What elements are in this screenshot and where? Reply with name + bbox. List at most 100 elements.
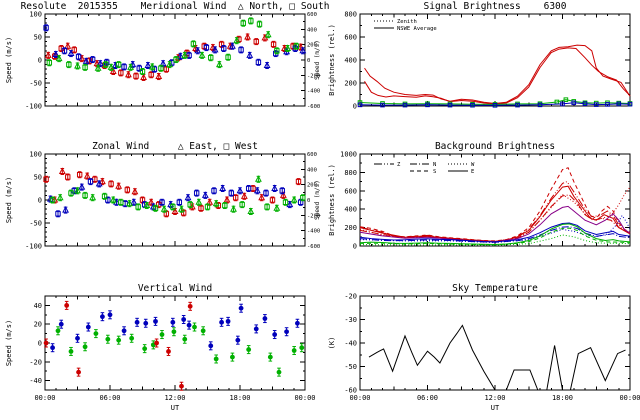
data-point-triangle — [264, 30, 272, 38]
data-point-triangle — [96, 59, 104, 67]
data-point-triangle — [83, 171, 91, 179]
data-point-square — [248, 18, 254, 24]
plot-frame — [359, 295, 631, 391]
series-red-N — [359, 194, 631, 243]
y-tick-label: 20 — [34, 321, 42, 329]
data-point-circle — [76, 369, 81, 375]
data-point-square — [49, 197, 56, 203]
series-green-W — [359, 234, 631, 246]
y2-axis-label: Speed (m/s) — [314, 180, 321, 220]
data-point-circle — [58, 321, 64, 327]
legend-label: W — [471, 162, 475, 168]
data-point-circle — [272, 332, 278, 337]
panel-signal-brightness: Signal Brightness 6300 0 200 400 600 800 Brigh… — [328, 1, 633, 111]
y2-tick-label: 600 — [307, 152, 317, 158]
data-point-square — [115, 61, 122, 68]
series-blue-E — [359, 222, 631, 243]
panel-vertical-wind: Vertical Wind 00:00 06:00 12:00 18:00 00:00 UT… — [5, 283, 316, 412]
data-point-square — [269, 197, 276, 203]
data-point-square — [159, 199, 165, 206]
data-point-triangle — [286, 200, 294, 208]
y-axis-label: (K) — [328, 337, 336, 350]
data-point-circle — [182, 336, 188, 342]
data-point-circle — [187, 303, 193, 309]
data-point-square — [187, 201, 193, 208]
data-point-square — [61, 48, 68, 54]
data-point — [357, 100, 363, 105]
data-point-triangle — [52, 50, 60, 57]
data-point-circle — [219, 319, 224, 325]
legend-label: E — [471, 169, 474, 175]
legend-label: NSWE Average — [397, 26, 437, 32]
data-point-square — [225, 54, 231, 60]
data-point-circle — [153, 318, 158, 324]
data-point-circle — [208, 343, 214, 349]
data-point-circle — [166, 349, 171, 354]
data-point-triangle — [144, 61, 152, 69]
data-point-square — [232, 195, 239, 201]
x-axis-label: UT — [491, 404, 500, 412]
data-point-triangle — [178, 205, 185, 212]
y-axis-label: Brightness (rel.) — [328, 164, 336, 236]
data-point-square — [108, 181, 114, 187]
data-point-square — [152, 205, 159, 211]
y-tick-label: -20 — [29, 358, 42, 366]
data-point-triangle — [166, 60, 174, 68]
y2-tick-label: 200 — [307, 183, 317, 189]
data-point-triangle — [244, 32, 252, 40]
data-point-square — [203, 44, 210, 51]
data-point-square — [43, 25, 49, 31]
data-point — [537, 102, 543, 108]
data-point-square — [293, 43, 300, 49]
series-purple-avg — [359, 205, 631, 243]
y-tick-label: 800 — [344, 11, 357, 19]
data-point-circle — [179, 383, 184, 389]
data-point-square — [118, 70, 124, 76]
x-tick-label: 18:00 — [552, 394, 573, 402]
data-point-triangle — [247, 207, 255, 214]
data-point-square — [46, 60, 53, 66]
data-point-triangle — [131, 187, 139, 195]
data-point-square — [135, 204, 141, 210]
data-point-square — [55, 211, 61, 217]
y-tick-label: 200 — [344, 80, 357, 88]
y-tick-label: 1000 — [340, 151, 357, 159]
data-point-square — [148, 72, 154, 78]
y2-tick-label: -600 — [307, 104, 320, 110]
data-point-triangle — [176, 52, 184, 59]
data-point-square — [211, 188, 217, 194]
data-point-circle — [134, 319, 140, 325]
data-point-triangle — [263, 61, 271, 69]
x-tick-label: 12:00 — [484, 394, 505, 402]
data-point-triangle — [94, 64, 102, 71]
data-point-triangle — [74, 186, 81, 194]
y2-tick-label: 400 — [307, 27, 317, 33]
y2-tick-label: -200 — [307, 213, 320, 219]
data-point-triangle — [279, 191, 287, 198]
data-point-square — [295, 178, 302, 185]
series-zenith-green — [359, 99, 631, 105]
data-point-circle — [64, 303, 70, 308]
data-point-circle — [107, 312, 113, 318]
data-point-square — [76, 172, 83, 178]
panel-background-brightness: Background Brightness 0 200 400 600 800 1000 Br… — [328, 141, 631, 251]
data-point-triangle — [107, 63, 115, 70]
y2-tick-label: -400 — [307, 89, 320, 95]
data-point-circle — [100, 314, 105, 320]
data-point-triangle — [127, 63, 135, 70]
data-point-square — [68, 190, 74, 196]
data-point-circle — [299, 345, 305, 351]
x-tick-label: 00:00 — [294, 394, 315, 402]
data-point-triangle — [74, 61, 81, 69]
data-point-circle — [295, 320, 300, 326]
panel-zonal-wind: Zonal Wind △ East, □ West -100 -50 0 50 100 Sp… — [5, 141, 321, 251]
data-point-triangle — [230, 205, 237, 212]
data-point-circle — [276, 369, 282, 375]
data-point-triangle — [58, 167, 66, 174]
data-point-circle — [43, 340, 49, 346]
y-tick-label: 800 — [344, 169, 357, 177]
data-point — [593, 102, 599, 107]
data-point-circle — [171, 329, 177, 335]
x-tick-label: 12:00 — [164, 394, 185, 402]
data-point-square — [300, 195, 306, 201]
